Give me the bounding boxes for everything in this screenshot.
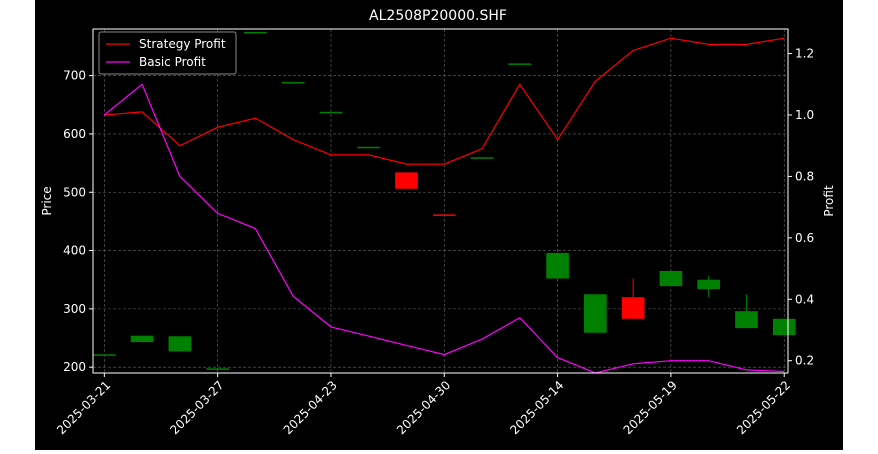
y-tick-label-right: 1.0 bbox=[795, 108, 814, 122]
y-tick-label-left: 300 bbox=[63, 302, 86, 316]
legend-label-basic: Basic Profit bbox=[139, 55, 206, 69]
candle-body bbox=[395, 172, 418, 189]
x-tick-label: 2025-04-30 bbox=[394, 378, 453, 437]
x-tick-label: 2025-05-22 bbox=[734, 378, 793, 437]
plot-frame bbox=[92, 28, 789, 374]
y-tick-label-left: 400 bbox=[63, 244, 86, 258]
chart-figure: AL2508P20000.SHF 200 300 400 500 600 700 0.2 0.… bbox=[35, 0, 843, 450]
y-axis-label-left: Price bbox=[40, 186, 54, 215]
y-tick-label-right: 0.6 bbox=[795, 231, 814, 245]
y-tick-label-left: 700 bbox=[63, 69, 86, 83]
candle-body bbox=[772, 318, 796, 336]
y-tick-label-left: 200 bbox=[63, 360, 86, 374]
candle-body bbox=[508, 63, 532, 65]
candle-body bbox=[93, 354, 116, 356]
legend: Strategy Profit Basic Profit bbox=[98, 31, 237, 75]
y-tick-label-left: 500 bbox=[63, 185, 86, 199]
chart-svg: AL2508P20000.SHF 200 300 400 500 600 700 0.2 0.… bbox=[40, 8, 836, 438]
candle-body bbox=[281, 82, 305, 84]
candle-body bbox=[735, 311, 758, 329]
candle-body bbox=[621, 297, 645, 319]
y-tick-label-right: 0.4 bbox=[795, 292, 814, 306]
x-tick-label: 2025-05-19 bbox=[621, 378, 680, 437]
legend-box bbox=[98, 31, 237, 75]
x-tick-label: 2025-03-21 bbox=[54, 378, 113, 437]
candle-body bbox=[357, 146, 381, 149]
candle-body bbox=[546, 252, 569, 279]
y-tick-label-right: 0.8 bbox=[795, 169, 814, 183]
candle-body bbox=[319, 111, 343, 114]
legend-label-strategy: Strategy Profit bbox=[139, 37, 226, 51]
candles bbox=[93, 31, 796, 370]
x-tick-label: 2025-03-27 bbox=[167, 378, 226, 437]
x-tick-label: 2025-04-23 bbox=[281, 378, 340, 437]
candle-body bbox=[206, 368, 229, 370]
profit-lines bbox=[103, 37, 785, 374]
basic-profit-line bbox=[103, 83, 785, 374]
candle-body bbox=[470, 157, 494, 159]
x-tick-label: 2025-05-14 bbox=[507, 378, 566, 437]
candle-body bbox=[584, 294, 607, 333]
candle-body bbox=[244, 31, 267, 34]
y-tick-label-left: 600 bbox=[63, 127, 86, 141]
candle-body bbox=[130, 335, 154, 343]
y-tick-label-right: 1.2 bbox=[795, 47, 814, 61]
candle-body bbox=[697, 279, 721, 290]
y-axis-label-right: Profit bbox=[822, 185, 836, 217]
candle-body bbox=[659, 270, 683, 287]
y-tick-label-right: 0.2 bbox=[795, 354, 814, 368]
chart-title: AL2508P20000.SHF bbox=[369, 8, 507, 24]
candle-body bbox=[432, 214, 456, 216]
grid bbox=[93, 29, 788, 373]
axes: 200 300 400 500 600 700 0.2 0.4 0.6 0.8 1.0 1.2 2025… bbox=[54, 47, 814, 438]
strategy-profit-line bbox=[104, 37, 785, 165]
candle-body bbox=[168, 336, 192, 352]
